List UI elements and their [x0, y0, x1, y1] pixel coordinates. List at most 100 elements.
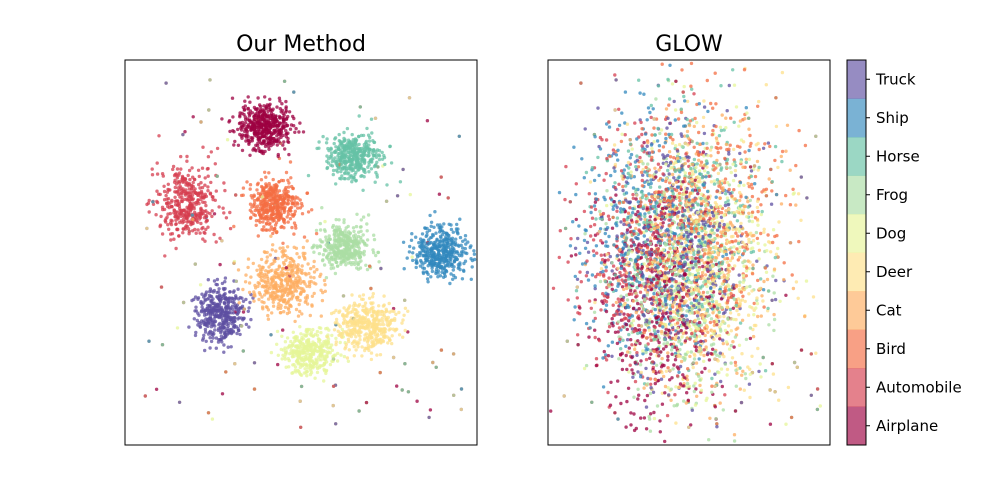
scatter-point-airplane: [602, 349, 606, 354]
scatter-point-ship: [684, 314, 688, 318]
scatter-point-frog: [355, 212, 359, 216]
scatter-point-airplane: [261, 141, 266, 145]
scatter-point-deer: [346, 337, 351, 341]
scatter-point-cat: [294, 307, 299, 312]
scatter-point-dog: [695, 120, 699, 125]
scatter-point-automobile: [564, 164, 568, 169]
scatter-point-horse: [160, 343, 165, 347]
scatter-point-ship: [455, 222, 459, 227]
scatter-point-cat: [246, 257, 251, 261]
scatter-point-airplane: [281, 133, 285, 138]
scatter-point-cat: [283, 305, 288, 309]
scatter-point-airplane: [248, 153, 252, 157]
scatter-point-truck: [213, 319, 218, 324]
scatter-point-deer: [364, 311, 368, 315]
scatter-point-bird: [252, 193, 256, 197]
scatter-point-frog: [318, 228, 323, 232]
scatter-point-truck: [181, 132, 185, 137]
scatter-point-truck: [252, 361, 257, 365]
scatter-point-dog: [321, 348, 326, 353]
scatter-point-ship: [425, 252, 429, 257]
scatter-point-ship: [426, 280, 430, 284]
scatter-point-deer: [737, 312, 741, 317]
scatter-point-automobile: [214, 189, 218, 193]
scatter-point-bird: [686, 367, 690, 371]
scatter-point-horse: [367, 143, 371, 147]
scatter-point-airplane: [277, 140, 281, 144]
scatter-point-bird: [275, 230, 279, 234]
scatter-point-deer: [386, 341, 390, 345]
scatter-point-truck: [224, 304, 228, 309]
scatter-point-automobile: [218, 236, 222, 240]
scatter-point-horse: [354, 159, 359, 163]
scatter-point-airplane: [283, 147, 287, 151]
scatter-point-cat: [268, 253, 272, 257]
scatter-point-cat: [323, 289, 327, 293]
scatter-point-cat: [236, 268, 241, 272]
scatter-point-truck: [214, 346, 218, 350]
scatter-point-frog: [343, 235, 347, 239]
scatter-point-truck: [248, 300, 252, 305]
scatter-point-dog: [288, 343, 292, 348]
scatter-point-airplane: [277, 114, 282, 119]
scatter-point-automobile: [187, 168, 192, 173]
scatter-point-automobile: [205, 167, 210, 171]
scatter-point-automobile: [179, 167, 183, 171]
scatter-point-cat: [271, 243, 275, 247]
scatter-point-airplane: [274, 128, 279, 132]
scatter-point-automobile: [161, 174, 165, 178]
scatter-point-frog: [376, 250, 381, 255]
scatter-point-airplane: [292, 116, 296, 121]
scatter-point-automobile: [173, 195, 177, 199]
scatter-point-ship: [440, 233, 445, 237]
scatter-point-truck: [231, 325, 236, 329]
scatter-point-airplane: [249, 128, 253, 132]
scatter-point-deer: [369, 357, 374, 362]
scatter-point-truck: [222, 320, 226, 324]
scatter-point-bird: [248, 202, 253, 206]
scatter-point-truck: [238, 332, 242, 337]
scatter-point-ship: [457, 134, 461, 138]
scatter-point-automobile: [179, 154, 183, 159]
scatter-point-airplane: [253, 148, 257, 152]
scatter-point-dog: [198, 283, 203, 287]
scatter-point-airplane: [269, 111, 274, 116]
scatter-point-airplane: [569, 254, 574, 258]
scatter-point-deer: [357, 303, 362, 307]
scatter-point-truck: [207, 321, 211, 325]
scatter-point-automobile: [198, 231, 202, 235]
scatter-point-automobile: [188, 220, 193, 224]
scatter-point-frog: [339, 238, 343, 242]
scatter-point-airplane: [228, 129, 232, 134]
scatter-point-automobile: [213, 162, 217, 166]
scatter-point-ship: [445, 237, 449, 242]
scatter-point-deer: [370, 295, 375, 299]
scatter-point-automobile: [593, 335, 597, 340]
scatter-point-horse: [345, 126, 350, 131]
scatter-point-truck: [220, 308, 224, 312]
scatter-point-cat: [281, 249, 285, 253]
scatter-point-bird: [679, 110, 684, 115]
scatter-point-truck: [733, 173, 738, 178]
scatter-point-automobile: [215, 146, 220, 151]
scatter-point-cat: [292, 282, 297, 287]
scatter-point-automobile: [159, 285, 164, 289]
scatter-point-cat: [302, 280, 306, 284]
scatter-point-cat: [242, 307, 246, 311]
scatter-point-bird: [284, 185, 288, 190]
scatter-point-truck: [234, 307, 239, 312]
scatter-point-airplane: [232, 143, 236, 147]
scatter-point-horse: [330, 156, 334, 160]
scatter-point-bird: [300, 204, 304, 208]
scatter-point-frog: [344, 263, 348, 267]
scatter-point-deer: [377, 328, 381, 333]
scatter-point-horse: [334, 149, 338, 153]
scatter-point-frog: [357, 256, 362, 260]
scatter-panel-our-method: Our Method: [124, 32, 478, 446]
scatter-point-bird: [290, 225, 294, 230]
scatter-point-cat: [314, 282, 318, 286]
scatter-point-dog: [319, 330, 323, 335]
scatter-point-deer: [331, 403, 335, 408]
scatter-point-horse: [357, 409, 361, 413]
